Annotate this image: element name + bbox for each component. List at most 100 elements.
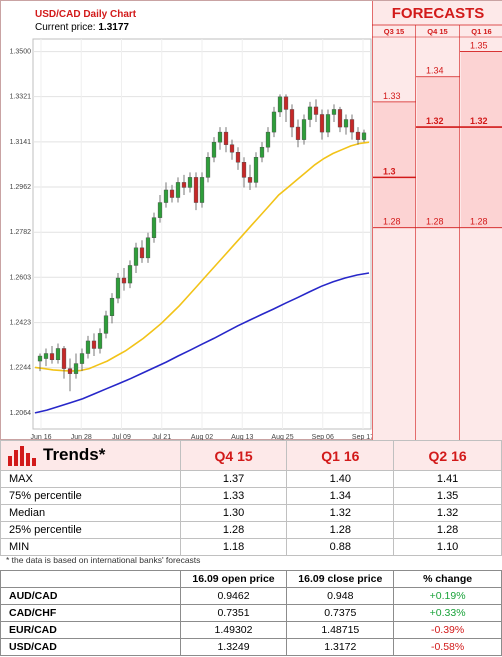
current-price: Current price: 1.3177 bbox=[35, 22, 129, 33]
candle-body bbox=[199, 177, 205, 203]
cell: 1.28 bbox=[179, 521, 288, 539]
cell: 0.88 bbox=[286, 538, 395, 556]
y-tick-label: 1.2962 bbox=[10, 184, 32, 191]
candle-body bbox=[241, 162, 247, 178]
open-price: 0.7351 bbox=[179, 604, 288, 622]
candle-body bbox=[139, 247, 145, 259]
trends-footnote: * the data is based on international ban… bbox=[6, 555, 201, 565]
cell: 1.32 bbox=[393, 504, 502, 522]
fx-row-cadchf: CAD/CHF 0.7351 0.7375 +0.33% bbox=[0, 604, 502, 622]
pair-label: USD/CAD bbox=[0, 638, 181, 656]
candle-body bbox=[253, 157, 259, 183]
x-tick-label: Jun 28 bbox=[71, 434, 92, 441]
candle-body bbox=[157, 202, 163, 218]
trends-row-75pct: 75% percentile 1.33 1.34 1.35 bbox=[0, 487, 502, 505]
forecast-range-band bbox=[417, 76, 459, 228]
cell: 1.37 bbox=[179, 470, 288, 488]
candle-body bbox=[187, 177, 193, 188]
candle-body bbox=[361, 132, 367, 140]
x-tick-label: Jul 21 bbox=[152, 434, 171, 441]
row-label: Median bbox=[0, 504, 181, 522]
pct-change: -0.58% bbox=[393, 638, 502, 656]
forecast-value: 1.3 bbox=[383, 166, 396, 176]
forecast-range-band bbox=[461, 51, 502, 228]
candle-body bbox=[103, 315, 109, 334]
candle-body bbox=[247, 177, 253, 183]
candle-body bbox=[79, 353, 85, 364]
y-tick-label: 1.3141 bbox=[10, 139, 32, 146]
candle-body bbox=[313, 106, 319, 115]
candle-body bbox=[193, 177, 199, 203]
row-label: MIN bbox=[0, 538, 181, 556]
x-tick-label: Sep 06 bbox=[312, 434, 334, 441]
candle-body bbox=[49, 353, 55, 361]
forecast-col-label-q1-16: Q1 16 bbox=[471, 27, 492, 36]
y-tick-label: 1.2782 bbox=[10, 229, 32, 236]
candle-body bbox=[277, 96, 283, 113]
candle-body bbox=[337, 109, 343, 128]
candle-body bbox=[91, 340, 97, 349]
candle-body bbox=[301, 119, 307, 140]
pct-change: +0.19% bbox=[393, 587, 502, 605]
fx-col-close: 16.09 close price bbox=[286, 570, 395, 588]
trends-title-cell: Trends* bbox=[0, 440, 181, 471]
price-chart: 1.3500 1.3321 1.3141 1.2962 1.2782 1.2603 1.24… bbox=[10, 1, 502, 441]
close-price: 1.3172 bbox=[286, 638, 395, 656]
fx-col-change: % change bbox=[393, 570, 502, 588]
close-price: 1.48715 bbox=[286, 621, 395, 639]
open-price: 0.9462 bbox=[179, 587, 288, 605]
y-tick-label: 1.2064 bbox=[10, 410, 32, 417]
candle-body bbox=[109, 297, 115, 316]
x-tick-label: Jul 09 bbox=[112, 434, 131, 441]
pair-label: CAD/CHF bbox=[0, 604, 181, 622]
fx-col-open: 16.09 open price bbox=[179, 570, 288, 588]
forecast-value: 1.32 bbox=[426, 116, 444, 126]
candle-body bbox=[97, 333, 103, 349]
candle-body bbox=[169, 189, 175, 198]
candle-body bbox=[343, 119, 349, 128]
forecast-value: 1.35 bbox=[470, 41, 488, 51]
forecast-value: 1.28 bbox=[426, 217, 444, 227]
cell: 1.41 bbox=[393, 470, 502, 488]
forecast-range-band bbox=[374, 101, 415, 228]
forecast-col-label-q3-15: Q3 15 bbox=[383, 27, 405, 36]
pair-label: AUD/CAD bbox=[0, 587, 181, 605]
trends-title: Trends* bbox=[43, 445, 106, 465]
close-price: 0.7375 bbox=[286, 604, 395, 622]
candle-body bbox=[235, 152, 241, 163]
y-tick-label: 1.2244 bbox=[10, 365, 32, 372]
pct-change: -0.39% bbox=[393, 621, 502, 639]
candle-body bbox=[133, 247, 139, 266]
row-label: 25% percentile bbox=[0, 521, 181, 539]
candle-body bbox=[67, 368, 73, 374]
candle-body bbox=[61, 348, 67, 369]
trends-col-q4-15: Q4 15 bbox=[179, 440, 288, 471]
candle-body bbox=[295, 126, 301, 140]
trends-col-q1-16: Q1 16 bbox=[286, 440, 395, 471]
row-label: MAX bbox=[0, 470, 181, 488]
usdcad-chart-panel: 1.3500 1.3321 1.3141 1.2962 1.2782 1.2603 1.24… bbox=[0, 0, 502, 441]
fx-header-row: 16.09 open price 16.09 close price % cha… bbox=[0, 570, 502, 588]
candle-body bbox=[43, 353, 49, 359]
candle-body bbox=[319, 114, 325, 133]
fx-row-eurcad: EUR/CAD 1.49302 1.48715 -0.39% bbox=[0, 621, 502, 639]
ma-long-line bbox=[34, 272, 370, 414]
forecast-value: 1.28 bbox=[383, 217, 401, 227]
cell: 1.18 bbox=[179, 538, 288, 556]
fx-row-usdcad: USD/CAD 1.3249 1.3172 -0.58% bbox=[0, 638, 502, 656]
bar-chart-icon bbox=[8, 445, 36, 466]
candle-body bbox=[145, 237, 151, 259]
trends-row-min: MIN 1.18 0.88 1.10 bbox=[0, 538, 502, 556]
candle-body bbox=[181, 182, 187, 188]
pct-change: +0.33% bbox=[393, 604, 502, 622]
candle-body bbox=[223, 131, 229, 145]
forecast-value: 1.34 bbox=[426, 66, 444, 76]
trends-header-row: Trends* Q4 15 Q1 16 Q2 16 bbox=[0, 440, 502, 471]
fx-header-blank bbox=[0, 570, 181, 588]
trends-row-25pct: 25% percentile 1.28 1.28 1.28 bbox=[0, 521, 502, 539]
chart-title: USD/CAD Daily Chart bbox=[35, 9, 137, 20]
candle-body bbox=[85, 340, 91, 354]
candle-body bbox=[283, 96, 289, 110]
candle-body bbox=[211, 141, 217, 158]
y-tick-label: 1.3500 bbox=[10, 49, 32, 56]
